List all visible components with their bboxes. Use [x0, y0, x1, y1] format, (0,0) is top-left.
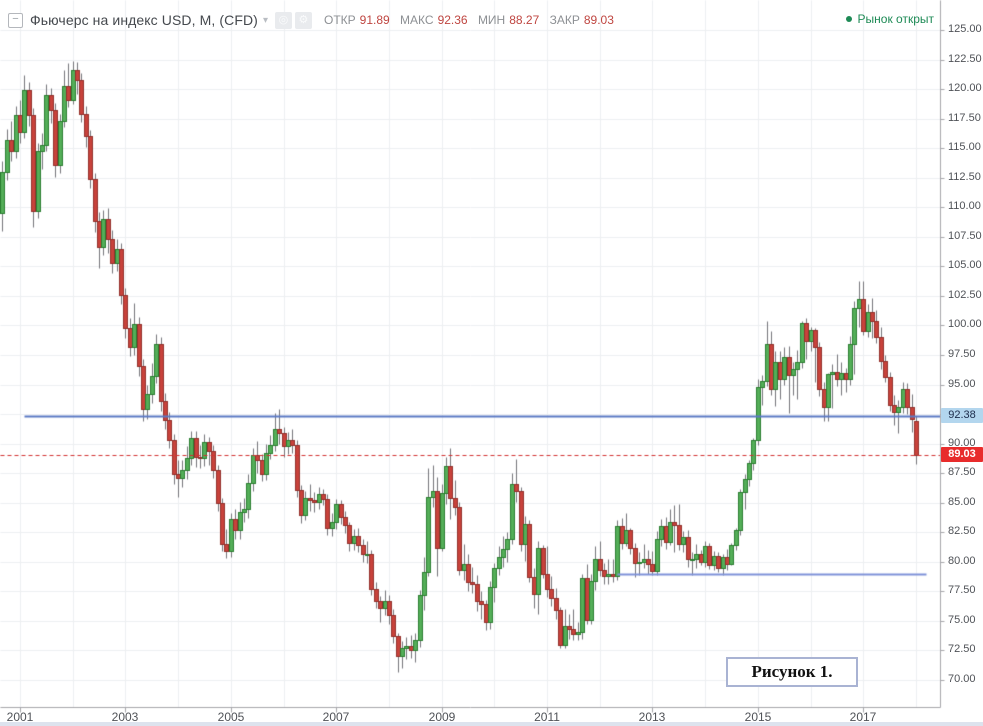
- chart-header: − Фьючерс на индекс USD, M, (CFD) ▾ ◎ ⚙ …: [8, 9, 621, 31]
- price-tick-label: 97.50: [948, 348, 976, 360]
- year-tick-label: 2003: [111, 710, 139, 724]
- year-tick-label: 2013: [638, 710, 666, 724]
- low-label: МИН: [477, 13, 506, 27]
- price-tick-label: 110.00: [948, 200, 981, 212]
- price-tick-label: 117.50: [948, 112, 981, 124]
- open-value: 91.89: [359, 13, 390, 27]
- price-tick-label: 125.00: [948, 23, 982, 35]
- year-tick-label: 2017: [849, 710, 877, 724]
- price-tick-label: 75.00: [948, 614, 976, 626]
- price-tick-label: 105.00: [948, 259, 982, 271]
- price-axis[interactable]: 125.00 122.50 120.00 117.50 115.00 112.50 110.…: [940, 0, 983, 707]
- eye-icon[interactable]: ◎: [274, 11, 292, 29]
- low-value: 88.27: [509, 13, 540, 27]
- gear-icon[interactable]: ⚙: [294, 11, 312, 29]
- bottom-strip: [0, 722, 983, 726]
- ohlc-readout: ОТКР 91.89 МАКС 92.36 МИН 88.27 ЗАКР 89.03: [324, 13, 621, 27]
- price-tick-label: 107.50: [948, 230, 982, 242]
- price-tick-label: 85.00: [948, 496, 976, 508]
- status-dot-icon: [845, 16, 852, 22]
- market-status-label: Рынок открыт: [857, 12, 934, 26]
- figure-caption-label: Рисунок 1.: [751, 662, 833, 681]
- price-level-badge: 92.38: [941, 408, 983, 423]
- year-tick-label: 2001: [6, 710, 34, 724]
- year-tick-label: 2005: [217, 710, 245, 724]
- price-tick-label: 122.50: [948, 53, 982, 65]
- price-tick-label: 102.50: [948, 289, 982, 301]
- price-tick-label: 95.00: [948, 378, 976, 390]
- price-tick-label: 77.50: [948, 584, 976, 596]
- collapse-panel-icon[interactable]: −: [8, 12, 23, 28]
- price-tick-label: 80.00: [948, 555, 976, 567]
- price-tick-label: 120.00: [948, 82, 982, 94]
- price-tick-label: 90.00: [948, 437, 976, 449]
- price-tick-label: 82.50: [948, 525, 976, 537]
- chevron-down-icon[interactable]: ▾: [262, 14, 268, 26]
- close-label: ЗАКР: [549, 13, 580, 27]
- time-axis[interactable]: 2001 2003 2005 2007 2009 2011 2013 2015 2017: [0, 707, 940, 726]
- close-value: 89.03: [583, 13, 614, 27]
- price-tick-label: 87.50: [948, 466, 976, 478]
- high-label: МАКС: [400, 13, 434, 27]
- year-tick-label: 2009: [428, 710, 456, 724]
- price-tick-label: 112.50: [948, 171, 981, 183]
- last-price-badge: 89.03: [941, 447, 983, 462]
- symbol-title[interactable]: Фьючерс на индекс USD, M, (CFD): [30, 12, 258, 28]
- price-tick-label: 70.00: [948, 673, 976, 685]
- price-tick-label: 72.50: [948, 643, 976, 655]
- price-tick-label: 115.00: [948, 141, 981, 153]
- market-status: Рынок открыт: [845, 12, 934, 26]
- high-value: 92.36: [437, 13, 468, 27]
- figure-caption-box[interactable]: Рисунок 1.: [726, 657, 858, 687]
- year-tick-label: 2007: [322, 710, 350, 724]
- price-tick-label: 100.00: [948, 318, 982, 330]
- open-label: ОТКР: [323, 13, 356, 27]
- year-tick-label: 2011: [534, 710, 560, 724]
- year-tick-label: 2015: [744, 710, 772, 724]
